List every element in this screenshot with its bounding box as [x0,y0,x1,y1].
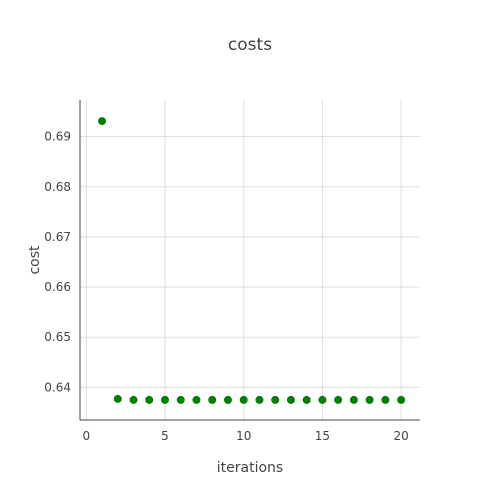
data-points [98,117,406,404]
y-tick-label: 0.68 [44,180,71,194]
y-tick-label: 0.67 [44,230,71,244]
y-tick-label: 0.64 [44,380,71,394]
data-point [223,395,232,404]
data-point [192,395,201,404]
data-point [208,395,217,404]
x-tick-label: 10 [236,429,251,443]
x-axis-title: iterations [217,460,283,476]
x-tick-label: 5 [161,429,169,443]
data-point [397,395,406,404]
data-point [176,395,185,404]
data-point [113,394,122,403]
chart-title: costs [228,35,272,55]
x-tick-label: 15 [315,429,330,443]
data-point [334,395,343,404]
data-point [255,395,264,404]
data-point [381,395,390,404]
data-point [161,395,169,404]
y-tick-label: 0.66 [44,280,71,294]
x-tick-label: 20 [393,429,408,443]
data-point [365,395,374,404]
data-point [349,395,358,404]
data-point [318,395,327,404]
data-point [271,395,280,404]
grid [80,100,420,420]
tick-labels: 0 5 10 15 20 0.64 0.65 0.66 0.67 0.68 0.69 [44,130,408,443]
data-point [302,395,311,404]
data-point [239,395,248,404]
y-axis-title: cost [27,245,43,275]
data-point [145,395,154,404]
data-point [98,117,107,126]
y-tick-label: 0.69 [44,130,71,144]
x-tick-label: 0 [82,429,90,443]
data-point [286,395,295,404]
axes [79,100,420,421]
y-tick-label: 0.65 [44,330,71,344]
data-point [129,395,138,404]
